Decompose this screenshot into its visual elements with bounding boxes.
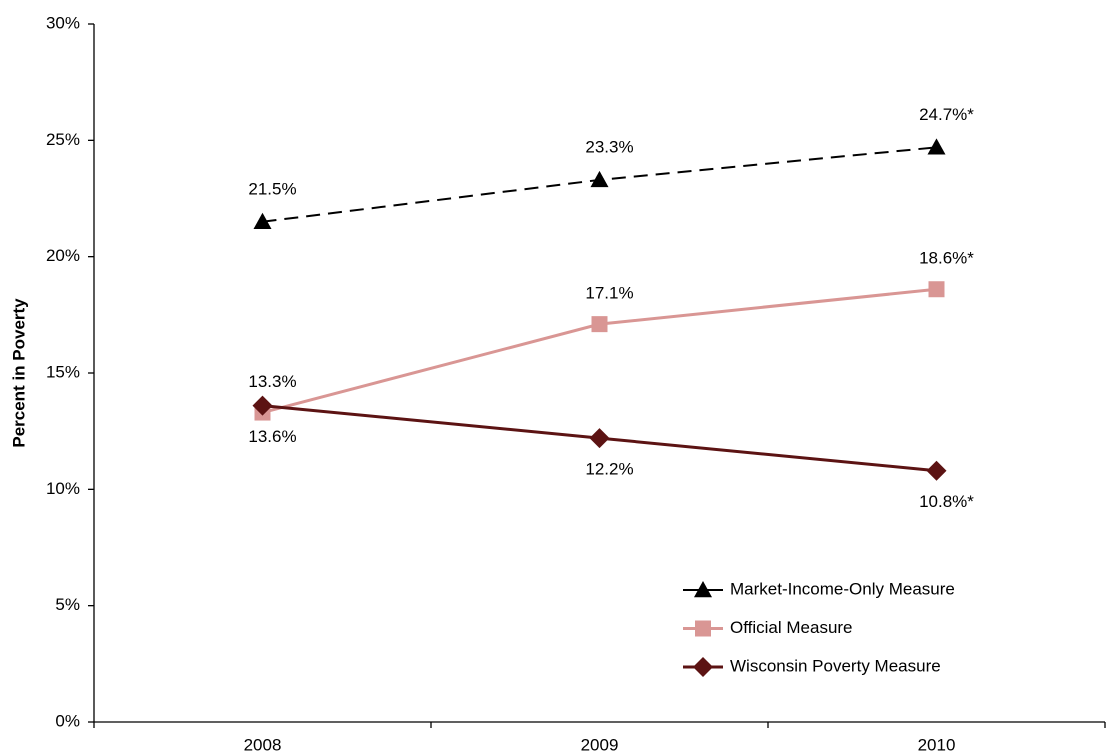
legend-label: Wisconsin Poverty Measure	[730, 656, 941, 675]
data-label: 23.3%	[585, 137, 633, 156]
y-tick-label: 25%	[46, 130, 80, 149]
data-label: 13.6%	[248, 427, 296, 446]
y-tick-label: 0%	[55, 711, 80, 730]
legend-marker	[694, 581, 712, 598]
x-tick-label: 2010	[918, 735, 956, 754]
data-point	[928, 281, 945, 298]
legend-marker	[695, 620, 711, 637]
series-line	[262, 287, 937, 415]
y-tick-label: 15%	[46, 362, 80, 381]
data-label: 21.5%	[248, 179, 296, 198]
data-label: 10.8%*	[919, 492, 974, 511]
legend-label: Market-Income-Only Measure	[730, 579, 955, 598]
legend-label: Official Measure	[730, 618, 853, 637]
data-label: 18.6%*	[919, 249, 974, 268]
data-label: 12.2%	[585, 460, 633, 479]
data-point	[927, 138, 946, 155]
data-point	[926, 460, 947, 481]
data-point	[253, 212, 272, 229]
data-label: 24.7%*	[919, 105, 974, 124]
y-axis-title: Percent in Poverty	[9, 298, 28, 448]
data-label: 17.1%	[585, 284, 633, 303]
y-tick-label: 5%	[55, 595, 80, 614]
y-tick-label: 10%	[46, 479, 80, 498]
data-point	[252, 395, 273, 416]
legend-marker	[693, 657, 713, 677]
data-point	[589, 428, 610, 449]
data-point	[590, 170, 609, 188]
data-label: 13.3%	[248, 372, 296, 391]
data-point	[591, 316, 608, 333]
x-tick-label: 2009	[581, 735, 619, 754]
y-tick-label: 30%	[46, 13, 80, 32]
y-tick-label: 20%	[46, 246, 80, 265]
x-tick-label: 2008	[244, 735, 282, 754]
